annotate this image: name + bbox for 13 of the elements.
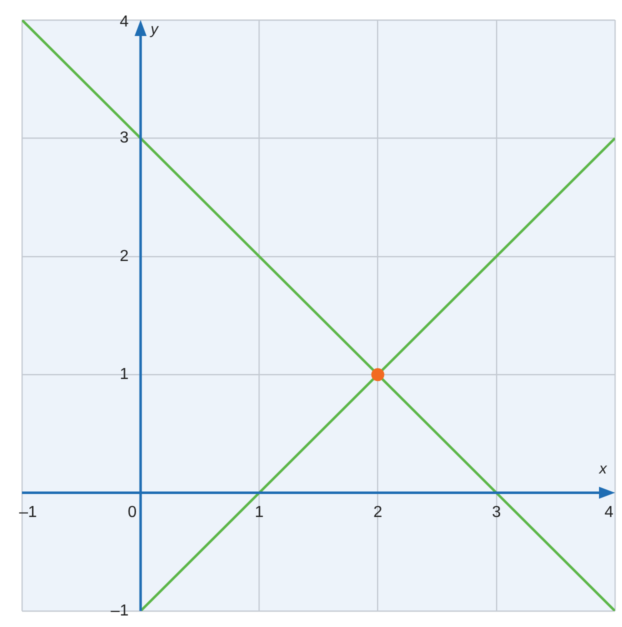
x-tick-label: 1 [254,504,264,522]
x-tick-label: –1 [19,504,37,522]
x-tick-label: 2 [373,504,382,522]
y-axis-title: y [150,21,160,38]
x-tick-label: 4 [604,504,614,522]
y-tick-label: 4 [120,13,129,30]
y-tick-label: 2 [120,248,129,265]
x-tick-label: 3 [492,504,501,522]
y-tick-label: –1 [110,602,129,620]
x-axis-title: x [598,460,608,478]
x-tick-label: 0 [128,504,137,522]
y-tick-label: 1 [120,366,129,384]
y-tick-label: 3 [120,130,129,147]
